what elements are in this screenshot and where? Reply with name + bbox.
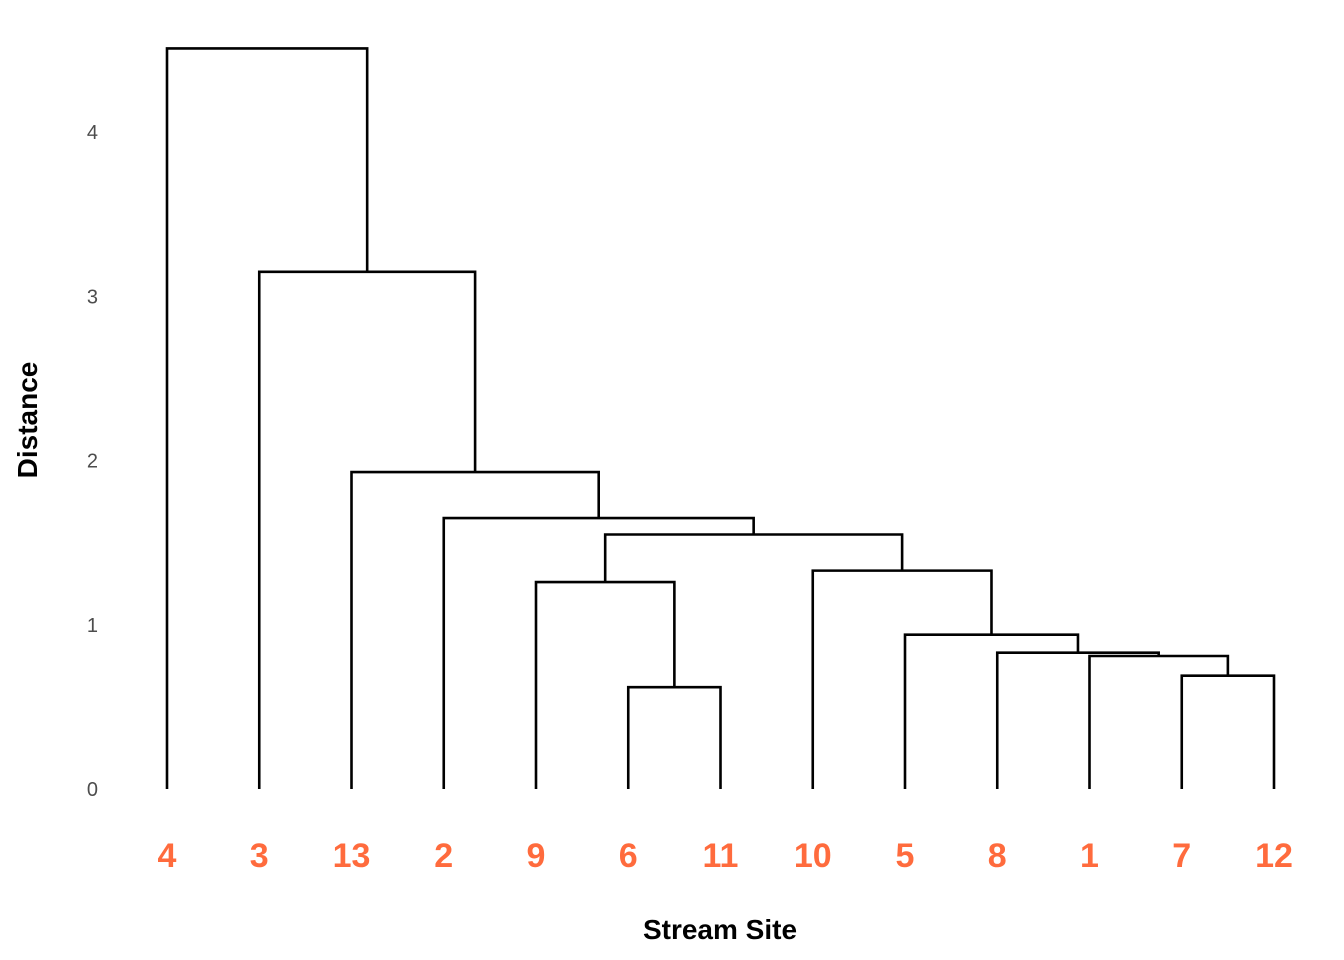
y-tick-label: 0 xyxy=(87,779,98,801)
dendrogram-branch xyxy=(995,651,1160,789)
leaf-label: 6 xyxy=(619,837,638,875)
leaf-label: 12 xyxy=(1255,837,1293,875)
leaf-label: 11 xyxy=(703,837,739,875)
dendrogram-branch xyxy=(350,470,601,789)
dendrogram-branch xyxy=(442,516,755,789)
y-axis-ticks: 0 1 2 3 4 xyxy=(87,122,98,801)
leaf-label: 1 xyxy=(1080,837,1099,875)
leaf-label: 8 xyxy=(988,837,1007,875)
y-tick-label: 3 xyxy=(87,286,98,308)
dendrogram-branches xyxy=(165,47,1276,789)
dendrogram-branch xyxy=(1180,674,1276,789)
leaf-label: 13 xyxy=(333,837,371,875)
dendrogram-branch xyxy=(603,533,904,583)
leaf-label: 7 xyxy=(1172,837,1191,875)
leaf-label: 9 xyxy=(527,837,546,875)
x-axis-title: Stream Site xyxy=(643,914,797,945)
dendrogram-branch xyxy=(626,685,722,789)
leaf-labels: 4 3 13 2 9 6 11 10 5 8 1 7 12 xyxy=(158,837,1293,875)
y-tick-label: 2 xyxy=(87,451,98,473)
leaf-label: 4 xyxy=(158,837,177,875)
dendrogram-branch xyxy=(811,569,993,789)
leaf-label: 5 xyxy=(896,837,915,875)
y-tick-label: 1 xyxy=(87,615,98,637)
y-axis-title: Distance xyxy=(12,362,43,479)
y-tick-label: 4 xyxy=(87,122,98,144)
dendrogram-branch xyxy=(534,580,676,789)
dendrogram-branch xyxy=(165,47,369,789)
dendrogram-branch xyxy=(903,633,1080,789)
leaf-label: 10 xyxy=(794,837,832,875)
leaf-label: 3 xyxy=(250,837,269,875)
leaf-label: 2 xyxy=(434,837,453,875)
